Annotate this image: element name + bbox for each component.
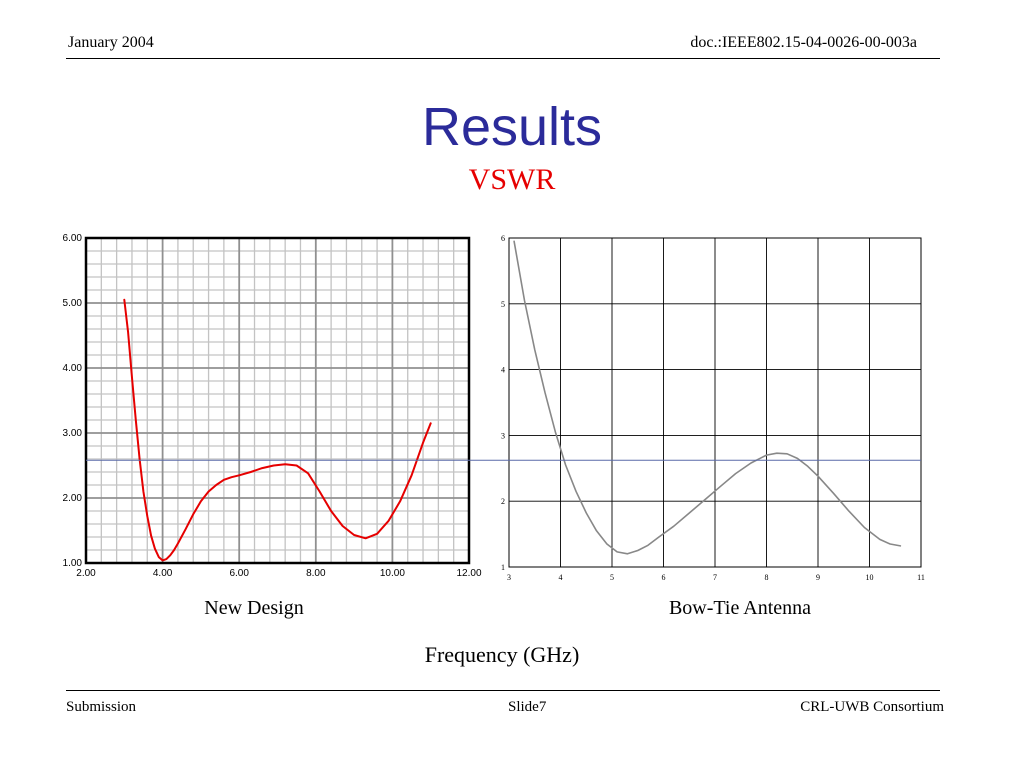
new-design-x-tick-label: 6.00: [229, 568, 249, 579]
bowtie-chart: 1 2 3 4 5 6 3 4 5 6 7 8 9 10 11: [501, 234, 925, 582]
bowtie-plot-border: [508, 237, 922, 568]
bowtie-x-tick-label: 4: [559, 573, 563, 582]
new-design-y-tick-label: 3.00: [63, 428, 83, 439]
new-design-y-tick-label: 6.00: [63, 233, 83, 244]
header-rule: [66, 58, 940, 59]
new-design-y-tick-label: 5.00: [63, 298, 83, 309]
bowtie-x-tick-label: 8: [765, 573, 769, 582]
new-design-x-tick-label: 8.00: [306, 568, 326, 579]
bowtie-y-tick-label: 3: [501, 431, 505, 440]
bowtie-vswr-curve: [513, 240, 902, 555]
footer-rule: [66, 690, 940, 691]
footer-consortium: CRL-UWB Consortium: [800, 699, 944, 715]
bowtie-y-tick-label: 1: [501, 563, 505, 572]
header-doc-id: doc.:IEEE802.15-04-0026-00-003a: [690, 34, 917, 51]
vswr-charts: 1.002.003.004.005.006.002.00 4.00 6.00 8.00…: [63, 233, 925, 582]
new-design-x-tick-label: 12.00: [456, 568, 481, 579]
bowtie-x-tick-label: 3: [507, 573, 511, 582]
bowtie-x-tick-label: 6: [662, 573, 666, 582]
bowtie-y-tick-label: 4: [501, 366, 505, 375]
footer-submission: Submission: [66, 699, 137, 715]
footer-slide-number: Slide7: [508, 699, 547, 715]
bowtie-x-tick-label: 7: [713, 573, 717, 582]
new-design-y-tick-label: 4.00: [63, 363, 83, 374]
new-design-x-tick-label: 2.00: [76, 568, 96, 579]
new-design-chart: 1.002.003.004.005.006.002.00 4.00 6.00 8.00…: [63, 233, 482, 579]
new-design-y-tick-label: 1.00: [63, 558, 83, 569]
new-design-plot-border: [84, 236, 471, 565]
bowtie-y-tick-label: 2: [501, 497, 505, 506]
bowtie-x-tick-label: 5: [610, 573, 614, 582]
bowtie-x-tick-label: 9: [816, 573, 820, 582]
new-design-y-tick-label: 2.00: [63, 493, 83, 504]
bowtie-x-tick-label: 11: [917, 573, 925, 582]
new-design-x-tick-label: 10.00: [380, 568, 405, 579]
header-date: January 2004: [68, 34, 154, 51]
new-design-x-tick-label: 4.00: [153, 568, 173, 579]
new-design-vswr-curve: [123, 298, 432, 562]
bowtie-x-tick-label: 10: [866, 573, 874, 582]
slide-subtitle: VSWR: [468, 163, 556, 196]
caption-new-design: New Design: [204, 597, 304, 619]
bowtie-y-tick-label: 5: [501, 300, 505, 309]
caption-bowtie: Bow-Tie Antenna: [668, 597, 812, 619]
caption-frequency: Frequency (GHz): [424, 642, 580, 667]
bowtie-y-tick-label: 6: [501, 234, 505, 243]
slide-title: Results: [421, 97, 603, 157]
